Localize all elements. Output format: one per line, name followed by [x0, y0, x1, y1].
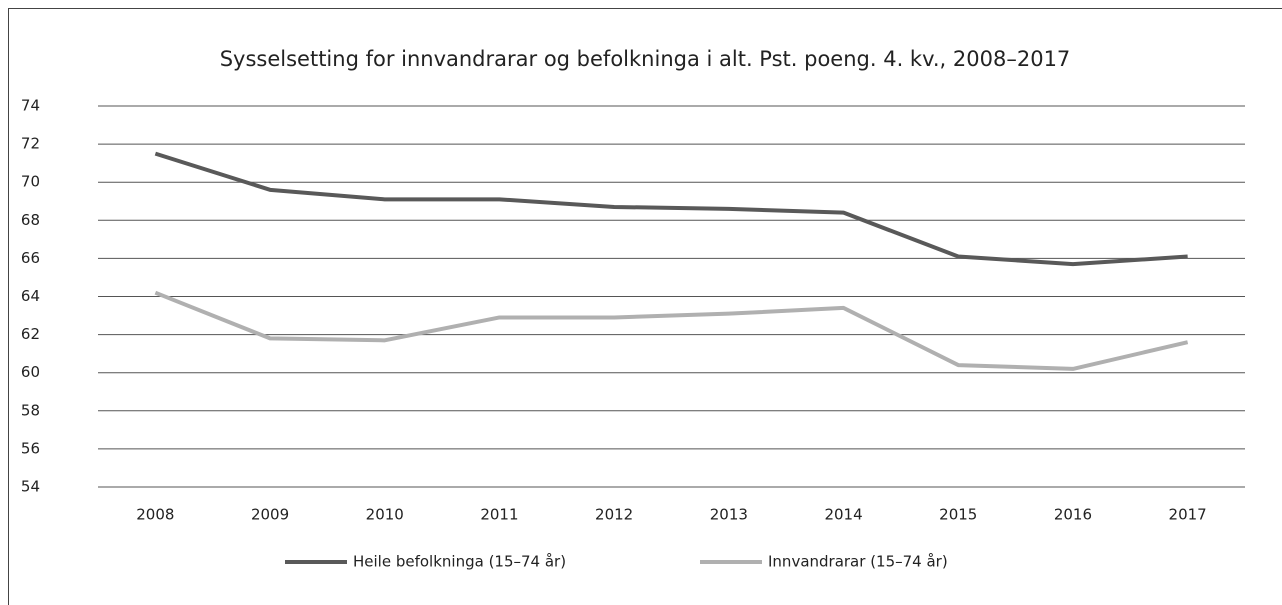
x-tick-label: 2017 — [1169, 506, 1207, 524]
x-tick-label: 2008 — [136, 506, 174, 524]
chart-title: Sysselsetting for innvandrarar og befolk… — [220, 47, 1071, 71]
frame — [8, 8, 1282, 605]
legend-label: Innvandrarar (15–74 år) — [768, 553, 948, 571]
x-tick-label: 2015 — [939, 506, 977, 524]
y-tick-label: 58 — [21, 401, 40, 419]
y-tick-label: 60 — [21, 363, 40, 381]
x-tick-label: 2014 — [824, 506, 862, 524]
x-tick-label: 2009 — [251, 506, 289, 524]
y-tick-label: 54 — [21, 478, 40, 496]
x-tick-label: 2010 — [366, 506, 404, 524]
x-tick-label: 2012 — [595, 506, 633, 524]
legend-label: Heile befolkninga (15–74 år) — [353, 553, 566, 571]
y-tick-label: 66 — [21, 249, 40, 267]
y-tick-label: 72 — [21, 135, 40, 153]
y-tick-label: 56 — [21, 439, 40, 457]
y-tick-label: 74 — [21, 97, 40, 115]
x-tick-label: 2016 — [1054, 506, 1092, 524]
y-tick-label: 62 — [21, 325, 40, 343]
x-tick-label: 2011 — [480, 506, 518, 524]
y-tick-label: 68 — [21, 211, 40, 229]
line-series — [154, 290, 1189, 371]
line-series — [154, 151, 1188, 267]
x-tick-label: 2013 — [710, 506, 748, 524]
y-tick-label: 70 — [21, 173, 40, 191]
y-tick-label: 64 — [21, 287, 40, 305]
